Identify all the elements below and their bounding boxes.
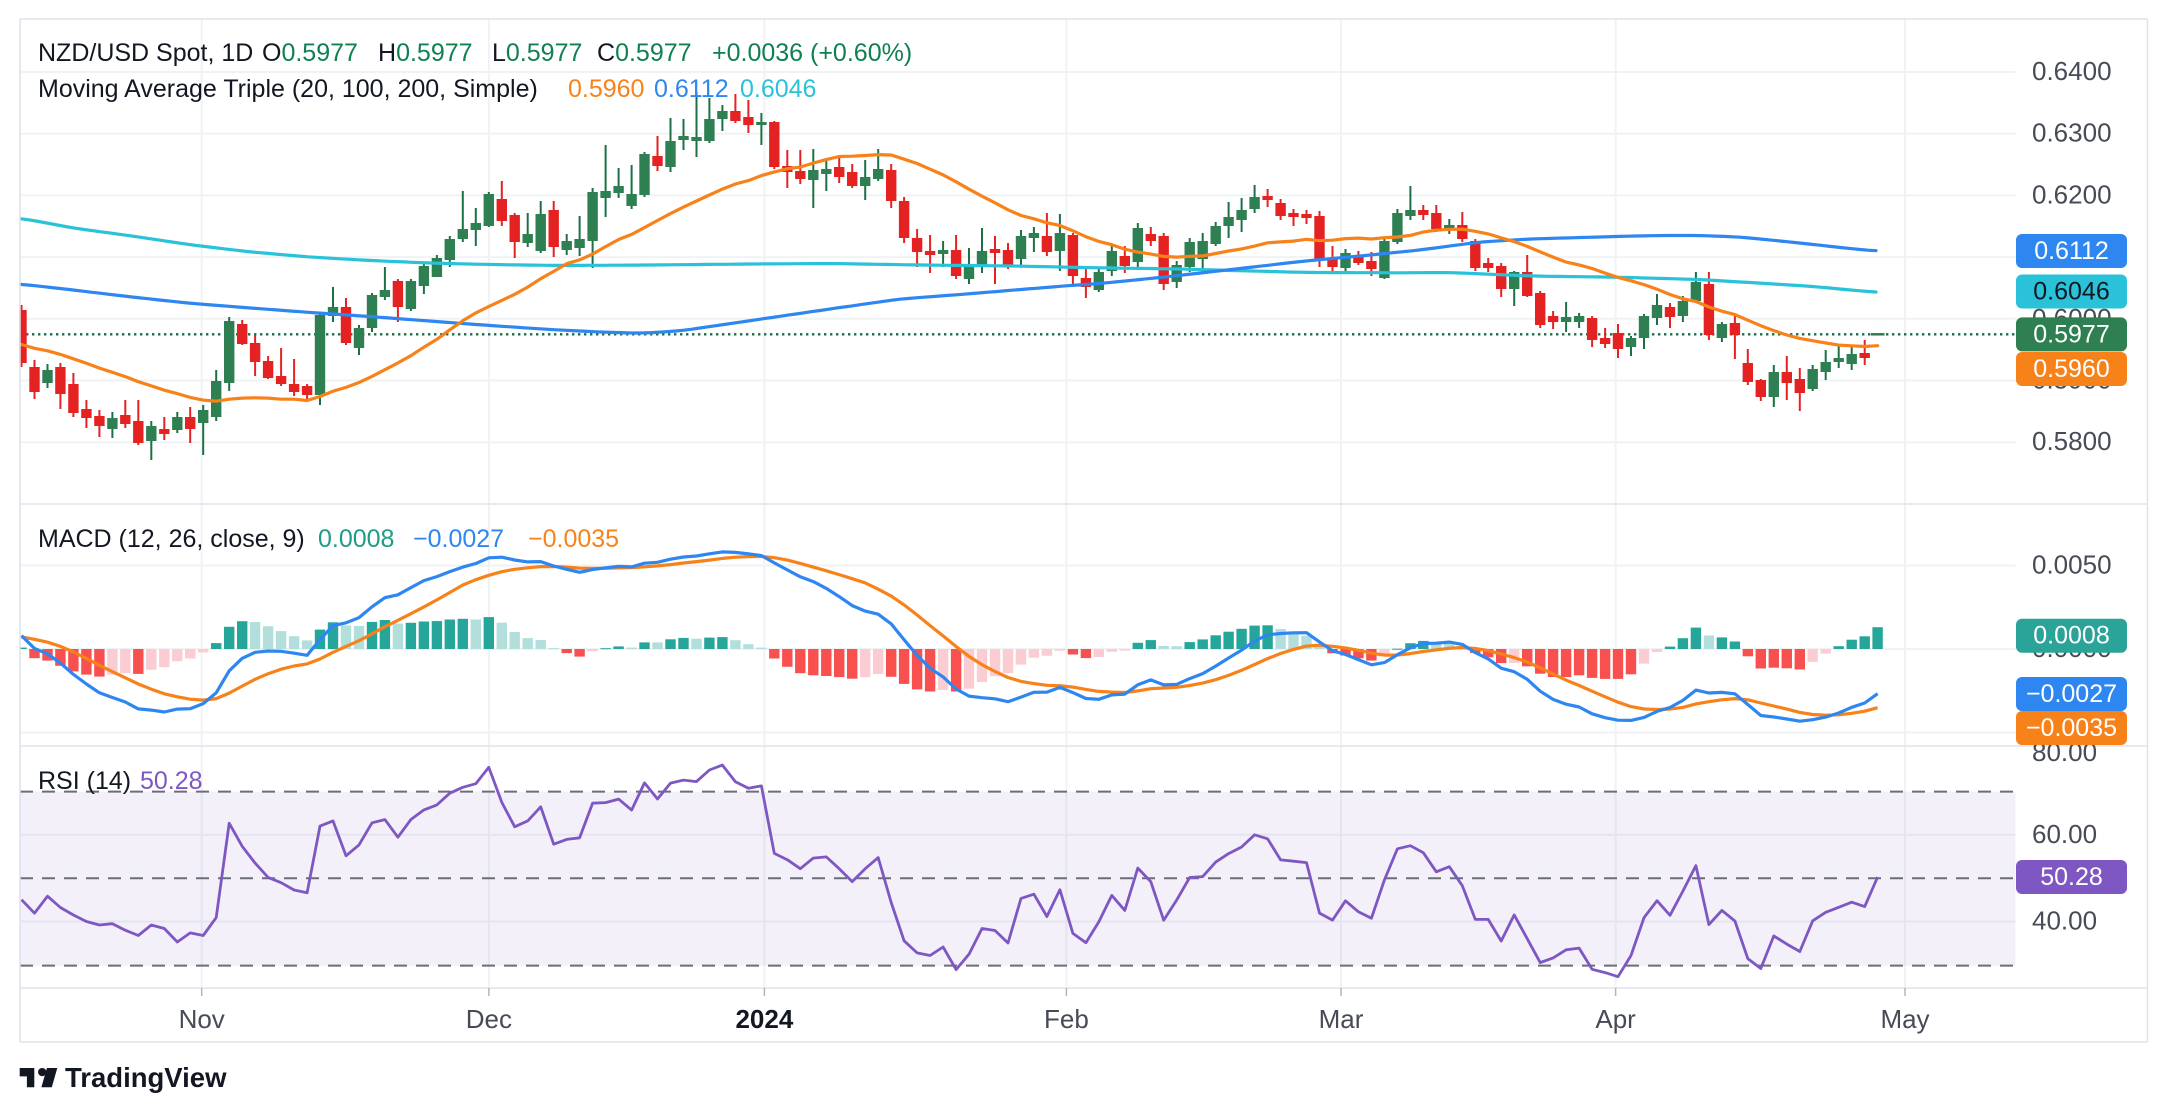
svg-text:−0.0035: −0.0035 — [528, 525, 619, 553]
svg-text:+0.0036 (+0.60%): +0.0036 (+0.60%) — [712, 39, 912, 67]
svg-text:−0.0027: −0.0027 — [413, 525, 504, 553]
svg-text:NZD/USD Spot, 1D: NZD/USD Spot, 1D — [38, 39, 253, 67]
svg-text:0.6112: 0.6112 — [654, 75, 729, 103]
svg-text:−0.0027: −0.0027 — [2026, 680, 2117, 708]
svg-text:0.6046: 0.6046 — [740, 75, 816, 103]
svg-text:0.5960: 0.5960 — [568, 75, 644, 103]
svg-text:Moving Average Triple (20, 100: Moving Average Triple (20, 100, 200, Sim… — [38, 75, 538, 103]
svg-text:0.6200: 0.6200 — [2032, 179, 2112, 209]
svg-text:0.5800: 0.5800 — [2032, 426, 2112, 456]
svg-text:0.6112: 0.6112 — [2034, 237, 2109, 265]
svg-text:0.5960: 0.5960 — [2033, 355, 2109, 383]
svg-text:Nov: Nov — [179, 1004, 225, 1034]
svg-text:60.00: 60.00 — [2032, 819, 2097, 849]
svg-text:Mar: Mar — [1319, 1004, 1364, 1034]
svg-text:2024: 2024 — [735, 1004, 793, 1034]
svg-text:Apr: Apr — [1595, 1004, 1636, 1034]
svg-text:0.6046: 0.6046 — [2033, 278, 2109, 306]
svg-text:RSI (14): RSI (14) — [38, 767, 131, 795]
svg-text:C0.5977: C0.5977 — [597, 39, 692, 67]
svg-text:0.6400: 0.6400 — [2032, 56, 2112, 86]
svg-text:L0.5977: L0.5977 — [492, 39, 582, 67]
svg-text:MACD (12, 26, close, 9): MACD (12, 26, close, 9) — [38, 525, 305, 553]
svg-text:0.0008: 0.0008 — [318, 525, 394, 553]
svg-text:0.0008: 0.0008 — [2033, 622, 2109, 650]
svg-text:O0.5977: O0.5977 — [262, 39, 358, 67]
svg-text:0.6300: 0.6300 — [2032, 118, 2112, 148]
svg-text:Dec: Dec — [466, 1004, 512, 1034]
svg-text:−0.0035: −0.0035 — [2026, 714, 2117, 742]
svg-text:May: May — [1880, 1004, 1929, 1034]
svg-text:TradingView: TradingView — [65, 1062, 227, 1093]
svg-text:40.00: 40.00 — [2032, 906, 2097, 936]
svg-text:H0.5977: H0.5977 — [378, 39, 473, 67]
svg-text:50.28: 50.28 — [140, 767, 203, 795]
svg-text:50.28: 50.28 — [2040, 863, 2103, 891]
svg-text:0.0050: 0.0050 — [2032, 550, 2112, 580]
svg-text:Feb: Feb — [1044, 1004, 1089, 1034]
svg-text:0.5977: 0.5977 — [2033, 320, 2109, 348]
